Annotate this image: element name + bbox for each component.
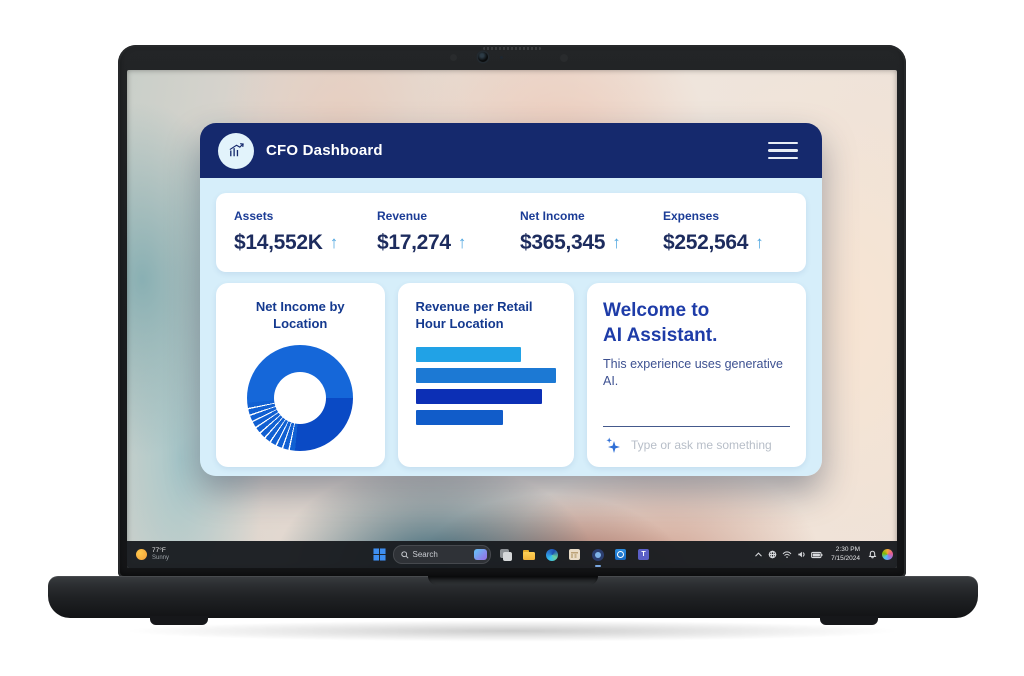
trend-up-icon: ↑ (612, 233, 621, 252)
weather-condition: Sunny (152, 554, 170, 561)
trend-up-icon: ↑ (755, 233, 764, 252)
stat-value: $365,345 (520, 231, 606, 254)
ambient-sensor-dot (560, 54, 568, 62)
clock-time: 2:30 PM (835, 546, 860, 554)
stat-net-income: Net Income $365,345 ↑ (520, 209, 663, 256)
laptop-shadow (110, 620, 914, 642)
battery-icon[interactable] (811, 551, 823, 559)
trend-up-icon: ↑ (457, 233, 467, 252)
bar (415, 346, 521, 362)
clock-date: 7/15/2024 (831, 554, 860, 562)
store-icon[interactable] (567, 547, 583, 563)
ai-assistant-card: Welcome to AI Assistant. This experience… (587, 283, 806, 467)
lid-open-notch (428, 576, 598, 585)
stat-label: Revenue (377, 209, 428, 223)
taskbar: 77°F Sunny (127, 541, 897, 568)
stat-assets: Assets $14,552K ↑ (234, 209, 377, 256)
revenue-per-retail-hour-card: Revenue per Retail Hour Location (397, 283, 574, 467)
stat-label: Expenses (663, 209, 720, 223)
cards-row: Net Income by Location Revenue per Retai… (216, 283, 806, 467)
search-highlights-icon (473, 549, 487, 560)
teams-icon[interactable]: T (636, 547, 652, 563)
stat-label: Net Income (520, 209, 585, 223)
webcam-lens (478, 52, 488, 62)
stat-expenses: Expenses $252,564 ↑ (663, 209, 806, 256)
task-view-icon[interactable] (498, 547, 514, 563)
tray-right-icons (868, 549, 893, 560)
ir-sensor-dot (450, 54, 457, 61)
pinned-apps: T (498, 547, 652, 567)
laptop-base (48, 576, 978, 625)
ai-assistant-input[interactable] (629, 436, 788, 453)
bar-chart-growth-icon (229, 143, 244, 157)
horizontal-bar-chart (415, 346, 556, 425)
windows-start-icon (372, 548, 386, 561)
rubber-foot (820, 616, 878, 625)
cfo-dashboard-window: CFO Dashboard Assets $14,552K ↑ (200, 123, 822, 476)
stat-value: $14,552K (234, 231, 323, 254)
system-tray: 2:30 PM 7/15/2024 (754, 541, 893, 568)
app-logo (218, 132, 254, 169)
active-app-indicator (594, 564, 601, 567)
sparkle-icon (606, 437, 620, 453)
search-icon (400, 550, 409, 559)
stat-label: Assets (234, 209, 274, 223)
wifi-icon[interactable] (782, 550, 792, 559)
app-title: CFO Dashboard (266, 142, 383, 159)
network-icon[interactable] (768, 550, 777, 559)
tray-icons (754, 550, 823, 559)
laptop-lid: CFO Dashboard Assets $14,552K ↑ (118, 45, 906, 578)
card-title: Revenue per Retail Hour Location (415, 299, 533, 331)
stat-value: $252,564 (663, 231, 749, 254)
webcam-led (500, 56, 503, 59)
donut-chart (247, 344, 354, 451)
windows-start-button[interactable] (372, 548, 386, 561)
bell-icon[interactable] (868, 550, 877, 559)
dashboard-body: Assets $14,552K ↑ Revenue $17,274 ↑ (200, 178, 822, 476)
hamburger-menu-icon[interactable] (768, 141, 798, 160)
copilot-icon[interactable] (882, 549, 893, 560)
outlook-icon[interactable] (613, 547, 629, 563)
stat-value: $17,274 (377, 231, 451, 254)
divider (603, 425, 790, 427)
rubber-foot (150, 616, 208, 625)
weather-widget[interactable]: 77°F Sunny (132, 541, 173, 568)
kpi-stats-card: Assets $14,552K ↑ Revenue $17,274 ↑ (216, 193, 806, 272)
clock[interactable]: 2:30 PM 7/15/2024 (831, 546, 860, 562)
bar (415, 409, 503, 425)
search-input[interactable]: Search (392, 545, 491, 564)
ai-card-subtitle: This experience uses generative AI. (603, 357, 783, 389)
ai-card-title: Welcome to AI Assistant. (603, 300, 718, 346)
net-income-by-location-card: Net Income by Location (216, 283, 385, 467)
bar (415, 367, 556, 383)
dashboard-header: CFO Dashboard (200, 123, 822, 178)
weather-temp: 77°F (152, 547, 166, 554)
sun-icon (136, 549, 147, 560)
card-title: Net Income by Location (255, 299, 345, 331)
lid-grille (483, 47, 541, 50)
bar (415, 388, 542, 404)
laptop-screen-wallpaper: CFO Dashboard Assets $14,552K ↑ (127, 70, 897, 568)
edge-icon[interactable] (544, 547, 560, 563)
dashboard-app-icon[interactable] (590, 547, 606, 567)
ai-input-row (603, 427, 790, 457)
file-explorer-icon[interactable] (521, 547, 537, 563)
chevron-up-icon[interactable] (754, 550, 763, 559)
trend-up-icon: ↑ (329, 233, 339, 252)
search-placeholder: Search (412, 550, 438, 559)
taskbar-center: Search T (372, 545, 652, 567)
stat-revenue: Revenue $17,274 ↑ (377, 209, 520, 256)
volume-icon[interactable] (797, 550, 806, 559)
